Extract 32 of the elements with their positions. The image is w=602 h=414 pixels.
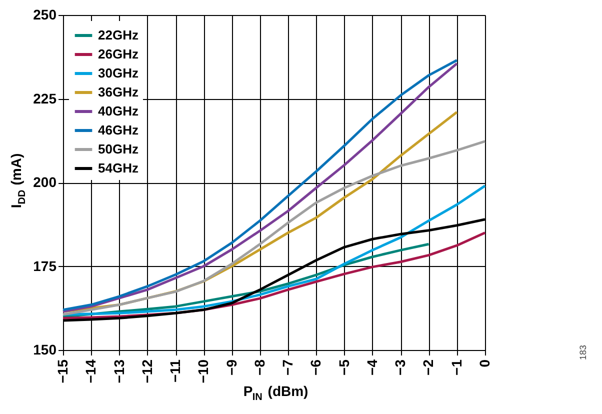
x-tick-label: −6 [308, 359, 324, 376]
x-tick-label: −3 [392, 359, 408, 376]
y-tick-label: 150 [33, 342, 57, 358]
legend-label: 26GHz [98, 46, 139, 62]
legend-label: 22GHz [98, 28, 139, 42]
x-tick-label: −4 [364, 359, 380, 376]
x-tick-label: 0 [476, 359, 492, 368]
legend-label: 54GHz [98, 160, 139, 176]
legend-label: 40GHz [98, 104, 139, 118]
y-axis-title: IDD (mA) [8, 153, 28, 208]
legend-label: 30GHz [98, 66, 139, 80]
x-tick-label: −13 [110, 359, 127, 384]
legend-label: 36GHz [98, 84, 139, 100]
y-tick-label: 225 [33, 90, 57, 106]
legend-label: 46GHz [98, 122, 139, 138]
x-tick-label: −7 [280, 359, 296, 376]
x-tick-label: −5 [336, 359, 352, 376]
legend-label: 50GHz [98, 142, 139, 156]
x-tick-label: −11 [167, 359, 184, 382]
x-tick-label: −15 [54, 359, 70, 384]
y-tick-label: 200 [33, 174, 57, 190]
x-tick-label: −12 [138, 359, 155, 384]
y-tick-label: 175 [33, 258, 57, 274]
y-tick-label: 250 [33, 6, 57, 22]
x-tick-label: −9 [223, 359, 240, 376]
text: 183 [578, 344, 588, 360]
x-tick-label: −10 [195, 359, 212, 384]
x-tick-label: −8 [251, 359, 268, 376]
x-tick-label: −2 [420, 359, 436, 376]
x-tick-label: −14 [82, 359, 99, 384]
x-tick-label: −1 [448, 359, 464, 376]
line-series [62, 140, 486, 316]
